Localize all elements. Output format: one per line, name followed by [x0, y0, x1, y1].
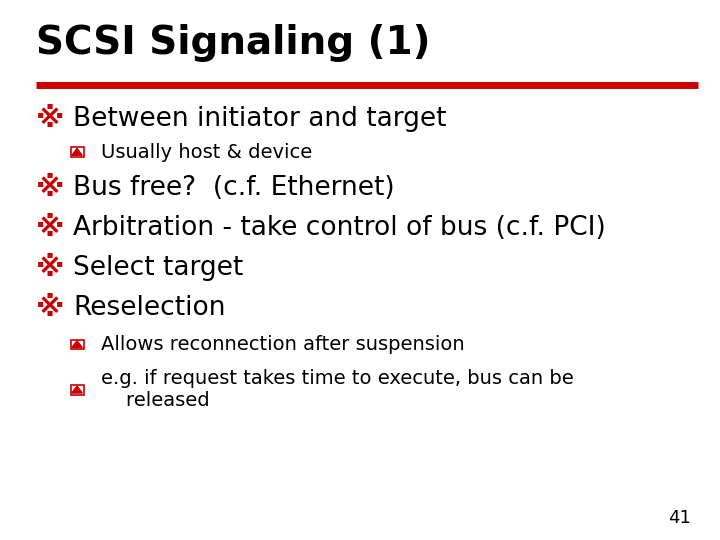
Text: ※: ※: [36, 105, 64, 133]
Text: 41: 41: [668, 509, 691, 528]
Text: Between initiator and target: Between initiator and target: [73, 106, 447, 132]
Polygon shape: [72, 341, 82, 347]
Text: e.g. if request takes time to execute, bus can be
    released: e.g. if request takes time to execute, b…: [101, 369, 574, 410]
Text: Select target: Select target: [73, 255, 243, 281]
Text: ※: ※: [36, 174, 64, 202]
Text: SCSI Signaling (1): SCSI Signaling (1): [36, 24, 431, 62]
Polygon shape: [72, 387, 82, 393]
Text: Usually host & device: Usually host & device: [101, 143, 312, 162]
Polygon shape: [72, 149, 82, 155]
Text: Bus free?  (c.f. Ethernet): Bus free? (c.f. Ethernet): [73, 175, 395, 201]
Text: Allows reconnection after suspension: Allows reconnection after suspension: [101, 335, 464, 354]
Text: ※: ※: [36, 294, 64, 322]
Text: Reselection: Reselection: [73, 295, 226, 321]
Text: ※: ※: [36, 254, 64, 282]
Text: ※: ※: [36, 214, 64, 242]
Text: Arbitration - take control of bus (c.f. PCI): Arbitration - take control of bus (c.f. …: [73, 215, 606, 241]
